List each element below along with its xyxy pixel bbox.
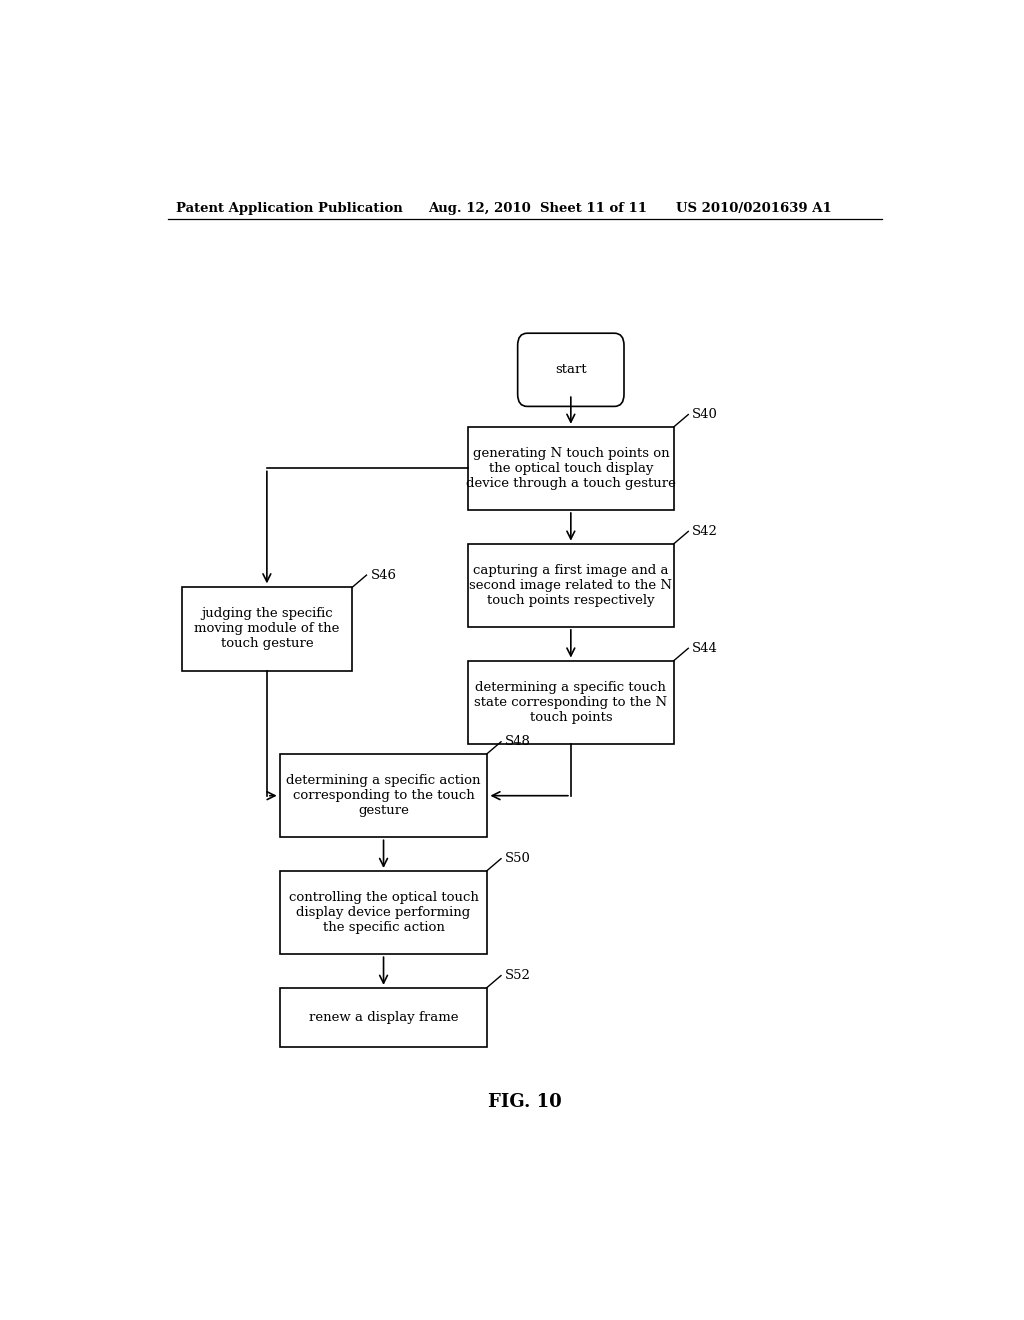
Text: judging the specific
moving module of the
touch gesture: judging the specific moving module of th… bbox=[195, 607, 340, 651]
Text: US 2010/0201639 A1: US 2010/0201639 A1 bbox=[676, 202, 831, 215]
Text: FIG. 10: FIG. 10 bbox=[487, 1093, 562, 1110]
Bar bbox=[281, 754, 486, 837]
Text: S40: S40 bbox=[692, 408, 718, 421]
Text: determining a specific touch
state corresponding to the N
touch points: determining a specific touch state corre… bbox=[474, 681, 668, 723]
Text: determining a specific action
corresponding to the touch
gesture: determining a specific action correspond… bbox=[287, 775, 481, 817]
Bar bbox=[468, 660, 674, 744]
Text: S42: S42 bbox=[692, 525, 718, 539]
Text: Patent Application Publication: Patent Application Publication bbox=[176, 202, 402, 215]
Bar bbox=[468, 544, 674, 627]
Text: Aug. 12, 2010  Sheet 11 of 11: Aug. 12, 2010 Sheet 11 of 11 bbox=[428, 202, 647, 215]
Bar bbox=[181, 587, 352, 671]
Bar bbox=[281, 987, 486, 1047]
Text: S50: S50 bbox=[505, 853, 530, 865]
Text: generating N touch points on
the optical touch display
device through a touch ge: generating N touch points on the optical… bbox=[466, 447, 676, 490]
Text: S52: S52 bbox=[505, 969, 530, 982]
Bar bbox=[468, 426, 674, 510]
Text: controlling the optical touch
display device performing
the specific action: controlling the optical touch display de… bbox=[289, 891, 478, 935]
Text: S48: S48 bbox=[505, 735, 530, 748]
Text: start: start bbox=[555, 363, 587, 376]
Text: S46: S46 bbox=[371, 569, 396, 582]
Bar bbox=[281, 871, 486, 954]
Text: capturing a first image and a
second image related to the N
touch points respect: capturing a first image and a second ima… bbox=[469, 564, 673, 607]
Text: renew a display frame: renew a display frame bbox=[309, 1011, 459, 1024]
FancyBboxPatch shape bbox=[518, 333, 624, 407]
Text: S44: S44 bbox=[692, 642, 718, 655]
